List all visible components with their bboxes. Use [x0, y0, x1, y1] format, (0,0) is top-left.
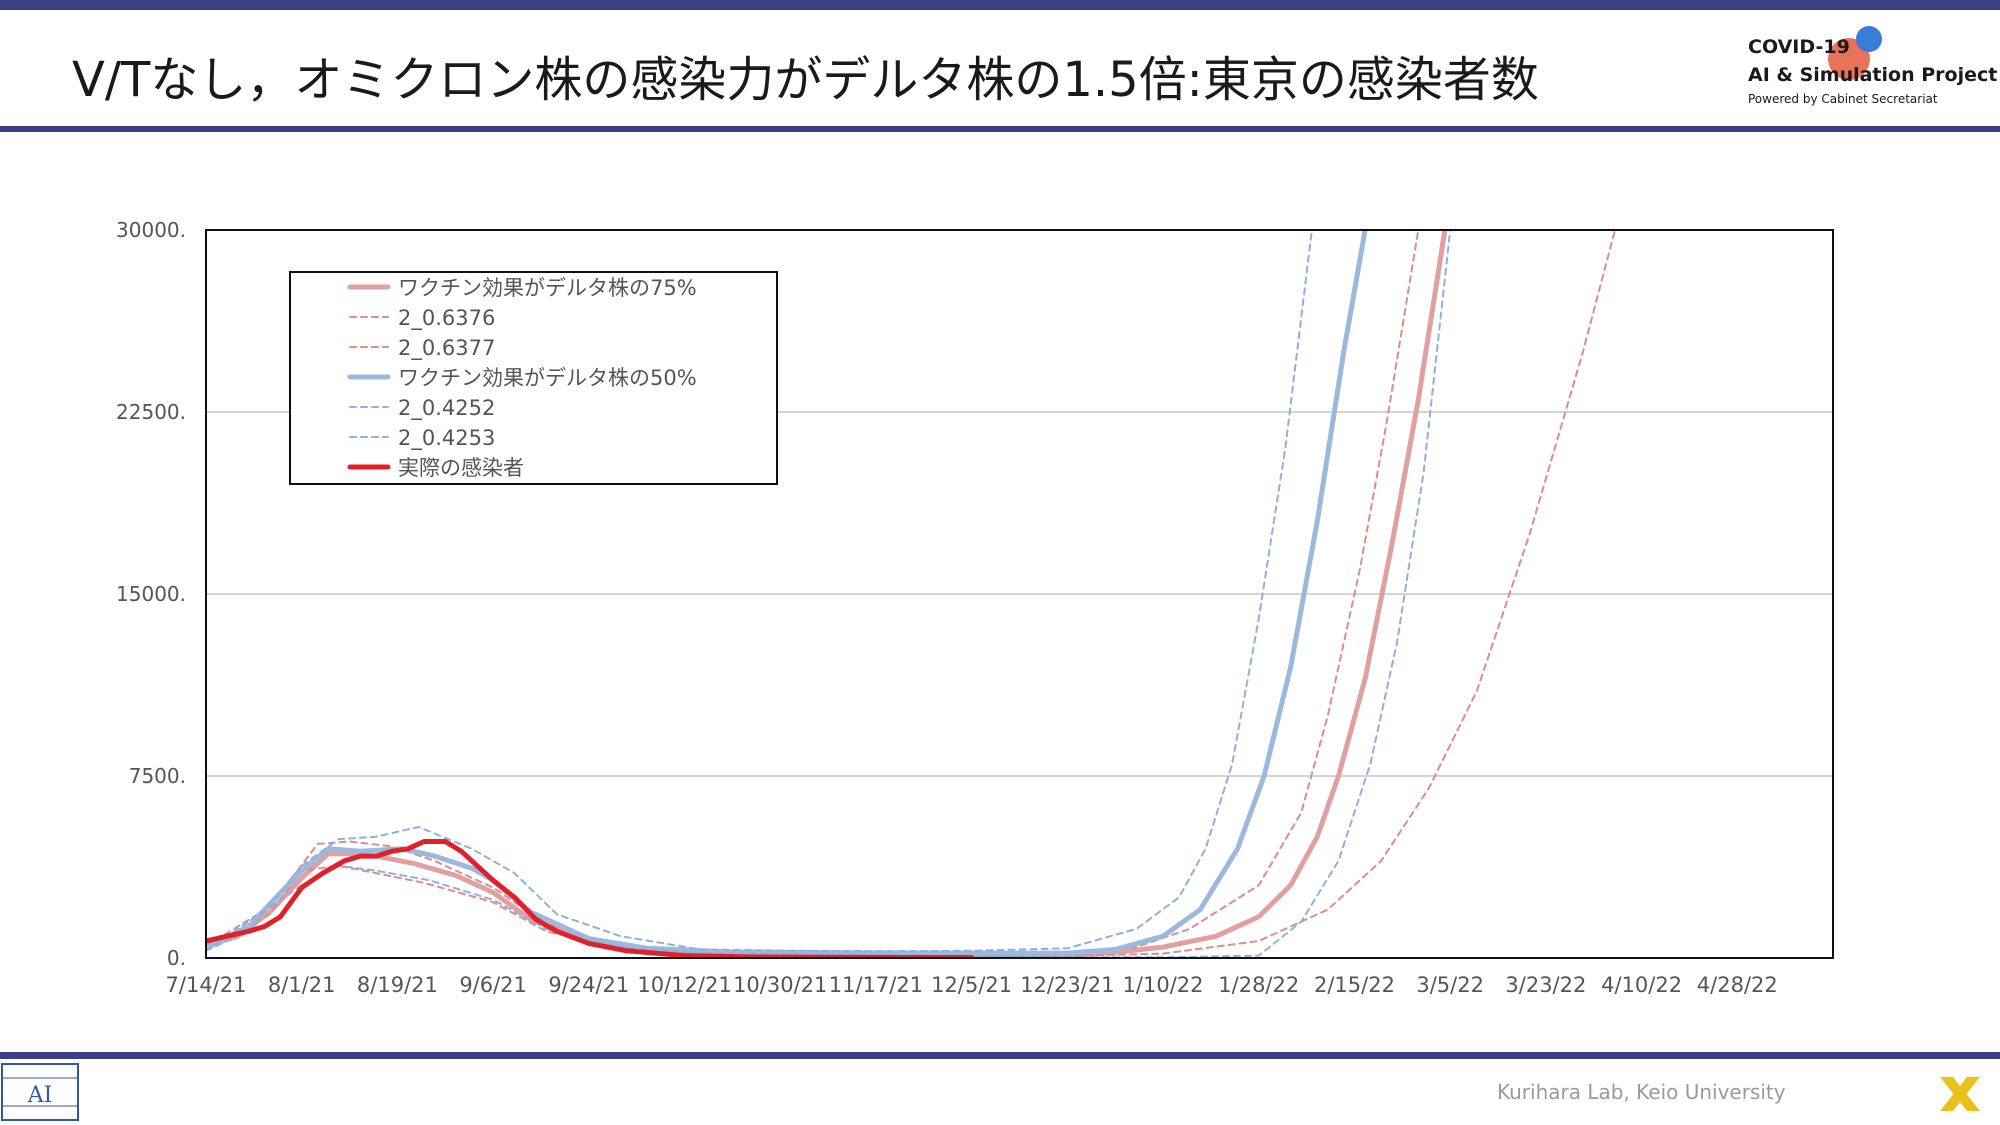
x-tick-label: 10/30/21 [733, 973, 827, 997]
legend-label: ワクチン効果がデルタ株の50% [398, 366, 697, 390]
x-tick-label: 4/28/22 [1697, 973, 1778, 997]
y-tick-label: 30000. [116, 218, 186, 242]
x-tick-label: 10/12/21 [637, 973, 731, 997]
y-tick-label: 22500. [116, 400, 186, 424]
legend-label: ワクチン効果がデルタ株の75% [398, 276, 697, 300]
x-tick-label: 8/19/21 [357, 973, 438, 997]
x-tick-label: 7/14/21 [166, 973, 247, 997]
brand-line-3: Powered by Cabinet Secretariat [1748, 92, 1938, 106]
x-tick-label: 1/28/22 [1218, 973, 1299, 997]
y-tick-label: 7500. [129, 764, 186, 788]
brand-line-2: AI & Simulation Project [1748, 64, 1998, 86]
y-tick-label: 0. [167, 946, 186, 970]
x-tick-label: 11/17/21 [829, 973, 923, 997]
x-tick-label: 8/1/21 [268, 973, 336, 997]
x-tick-label: 4/10/22 [1601, 973, 1682, 997]
x-tick-label: 3/23/22 [1505, 973, 1586, 997]
legend-label: 2_0.4253 [398, 426, 495, 451]
lab-logo-text: AI [27, 1083, 53, 1108]
x-tick-label: 12/5/21 [931, 973, 1012, 997]
series-line [206, 230, 1313, 953]
legend-label: 2_0.4252 [398, 396, 495, 421]
title-rule [0, 126, 2000, 132]
x-tick-label: 9/6/21 [459, 973, 527, 997]
y-tick-label: 15000. [116, 582, 186, 606]
footer-rule [0, 1052, 2000, 1059]
x-tick-label: 2/15/22 [1314, 973, 1395, 997]
legend-label: 2_0.6377 [398, 336, 495, 361]
series-line [206, 839, 975, 958]
slide-title: V/Tなし，オミクロン株の感染力がデルタ株の1.5倍:東京の感染者数 [72, 52, 1539, 108]
brand-line-1: COVID-19 [1748, 36, 1850, 58]
footer-credit: Kurihara Lab, Keio University [1497, 1080, 1786, 1104]
lab-logo: AI [1, 1063, 79, 1121]
plot-frame [205, 229, 1834, 959]
series-line [206, 230, 1368, 956]
x-tick-label: 9/24/21 [548, 973, 629, 997]
x-shaped-logo [1940, 1077, 1980, 1111]
legend-label: 実際の感染者 [398, 456, 524, 480]
top-accent-bar [0, 0, 2000, 10]
x-tick-label: 3/5/22 [1416, 973, 1484, 997]
legend-label: 2_0.6376 [398, 306, 495, 331]
x-tick-label: 12/23/21 [1020, 973, 1114, 997]
brand-blue-dot [1856, 26, 1882, 52]
series-line [206, 230, 1452, 958]
covid-ai-brand-logo: COVID-19 AI & Simulation Project Powered… [1748, 26, 1997, 116]
x-tick-label: 1/10/22 [1123, 973, 1204, 997]
